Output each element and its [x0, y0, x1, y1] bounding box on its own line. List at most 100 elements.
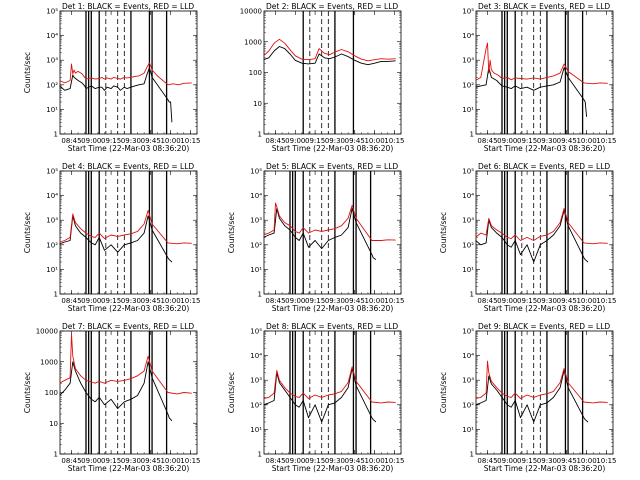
- panel-title: Det 1: BLACK = Events, RED = LLD: [62, 2, 194, 11]
- y-tick-label: 1: [258, 291, 262, 299]
- plot-frame: [59, 10, 198, 135]
- x-tick-label: 09:45: [557, 137, 577, 145]
- x-tick-label: 09:15: [101, 297, 121, 305]
- y-tick-label: 1: [470, 291, 474, 299]
- y-tick-label: 1: [54, 131, 58, 139]
- x-tick-label: 10:00: [364, 457, 384, 465]
- x-tick-label: 10:15: [384, 137, 404, 145]
- plot-frame: [263, 330, 402, 455]
- x-tick-label: 08:45: [61, 137, 81, 145]
- plot-frame: [263, 10, 402, 135]
- plot-frame: [59, 170, 198, 295]
- x-tick-label: 08:45: [477, 137, 497, 145]
- x-tick-label: 09:30: [325, 457, 345, 465]
- y-tick-label: 1000: [40, 358, 58, 366]
- x-tick-label: 09:45: [141, 297, 161, 305]
- plot-frame: [263, 170, 402, 295]
- x-axis-title: Start Time (22-Mar-03 08:36:20): [68, 144, 190, 153]
- x-axis-title: Start Time (22-Mar-03 08:36:20): [272, 464, 394, 473]
- lld-series-line: [475, 360, 608, 404]
- y-tick-label: 10²: [46, 241, 58, 249]
- panel-title: Det 6: BLACK = Events, RED = LLD: [478, 162, 610, 171]
- y-tick-label: 10²: [250, 241, 262, 249]
- lld-series-line: [263, 38, 396, 62]
- y-tick-label: 1: [258, 451, 262, 459]
- x-tick-label: 09:00: [497, 297, 517, 305]
- y-axis-title: Counts/sec: [227, 212, 236, 253]
- y-tick-label: 1: [54, 291, 58, 299]
- x-tick-label: 10:00: [160, 137, 180, 145]
- events-series-line: [59, 67, 173, 123]
- x-tick-label: 09:00: [285, 457, 305, 465]
- x-tick-label: 09:15: [101, 457, 121, 465]
- events-series-line: [475, 67, 588, 117]
- y-tick-label: 10⁵: [46, 168, 58, 176]
- y-tick-label: 1: [54, 451, 58, 459]
- x-tick-label: 10:15: [180, 137, 200, 145]
- x-tick-label: 09:00: [497, 137, 517, 145]
- panel-title: Det 5: BLACK = Events, RED = LLD: [266, 162, 398, 171]
- x-tick-label: 08:45: [265, 457, 285, 465]
- y-tick-label: 10⁴: [462, 192, 474, 200]
- y-axis-title: Counts/sec: [439, 372, 448, 413]
- y-tick-label: 1: [470, 451, 474, 459]
- y-tick-label: 10⁵: [462, 328, 474, 336]
- events-series-line: [263, 46, 396, 66]
- events-series-line: [59, 361, 173, 422]
- panel-title: Det 7: BLACK = Events, RED = LLD: [62, 322, 194, 331]
- y-tick-label: 10¹: [462, 426, 474, 434]
- x-tick-label: 10:00: [364, 297, 384, 305]
- y-tick-label: 10¹: [46, 266, 58, 274]
- x-tick-label: 08:45: [477, 457, 497, 465]
- x-tick-label: 10:00: [576, 137, 596, 145]
- y-tick-label: 1: [258, 131, 262, 139]
- y-tick-label: 10¹: [250, 266, 262, 274]
- y-tick-label: 10⁴: [46, 192, 58, 200]
- y-tick-label: 10000: [36, 328, 58, 336]
- x-tick-label: 09:15: [305, 137, 325, 145]
- y-tick-label: 10¹: [462, 106, 474, 114]
- panel-title: Det 4: BLACK = Events, RED = LLD: [62, 162, 194, 171]
- x-tick-label: 09:45: [557, 457, 577, 465]
- x-tick-label: 09:45: [345, 297, 365, 305]
- y-tick-label: 10²: [462, 401, 474, 409]
- x-axis-title: Start Time (22-Mar-03 08:36:20): [68, 304, 190, 313]
- x-axis-title: Start Time (22-Mar-03 08:36:20): [68, 464, 190, 473]
- x-tick-label: 09:30: [121, 137, 141, 145]
- x-axis-title: Start Time (22-Mar-03 08:36:20): [484, 144, 606, 153]
- x-tick-label: 09:15: [517, 137, 537, 145]
- y-tick-label: 10³: [462, 377, 474, 385]
- x-tick-label: 10:15: [180, 457, 200, 465]
- panel-title: Det 3: BLACK = Events, RED = LLD: [478, 2, 610, 11]
- x-tick-label: 09:45: [345, 137, 365, 145]
- y-tick-label: 10: [253, 100, 262, 108]
- x-tick-label: 08:45: [61, 457, 81, 465]
- y-tick-label: 10⁴: [46, 32, 58, 40]
- x-tick-label: 10:15: [596, 457, 616, 465]
- y-tick-label: 100: [249, 69, 262, 77]
- y-tick-label: 10²: [462, 81, 474, 89]
- x-tick-label: 09:15: [305, 457, 325, 465]
- panel-title: Det 2: BLACK = Events, RED = LLD: [266, 2, 398, 11]
- y-tick-label: 10⁵: [250, 168, 262, 176]
- x-tick-label: 09:45: [345, 457, 365, 465]
- y-tick-label: 10¹: [462, 266, 474, 274]
- y-axis-title: Counts/sec: [23, 372, 32, 413]
- events-series-line: [475, 369, 589, 423]
- x-tick-label: 08:45: [61, 297, 81, 305]
- x-tick-label: 09:30: [121, 297, 141, 305]
- x-tick-label: 09:15: [517, 297, 537, 305]
- x-tick-label: 09:30: [537, 457, 557, 465]
- x-axis-title: Start Time (22-Mar-03 08:36:20): [272, 144, 394, 153]
- y-tick-label: 10³: [46, 217, 58, 225]
- events-series-line: [59, 215, 173, 263]
- x-tick-label: 09:30: [537, 137, 557, 145]
- y-tick-label: 10³: [46, 57, 58, 65]
- y-tick-label: 10²: [250, 401, 262, 409]
- y-tick-label: 10⁵: [462, 168, 474, 176]
- x-tick-label: 09:00: [81, 137, 101, 145]
- x-tick-label: 09:45: [141, 137, 161, 145]
- y-tick-label: 1000: [244, 38, 262, 46]
- plot-frame: [475, 10, 614, 135]
- y-tick-label: 10⁴: [462, 352, 474, 360]
